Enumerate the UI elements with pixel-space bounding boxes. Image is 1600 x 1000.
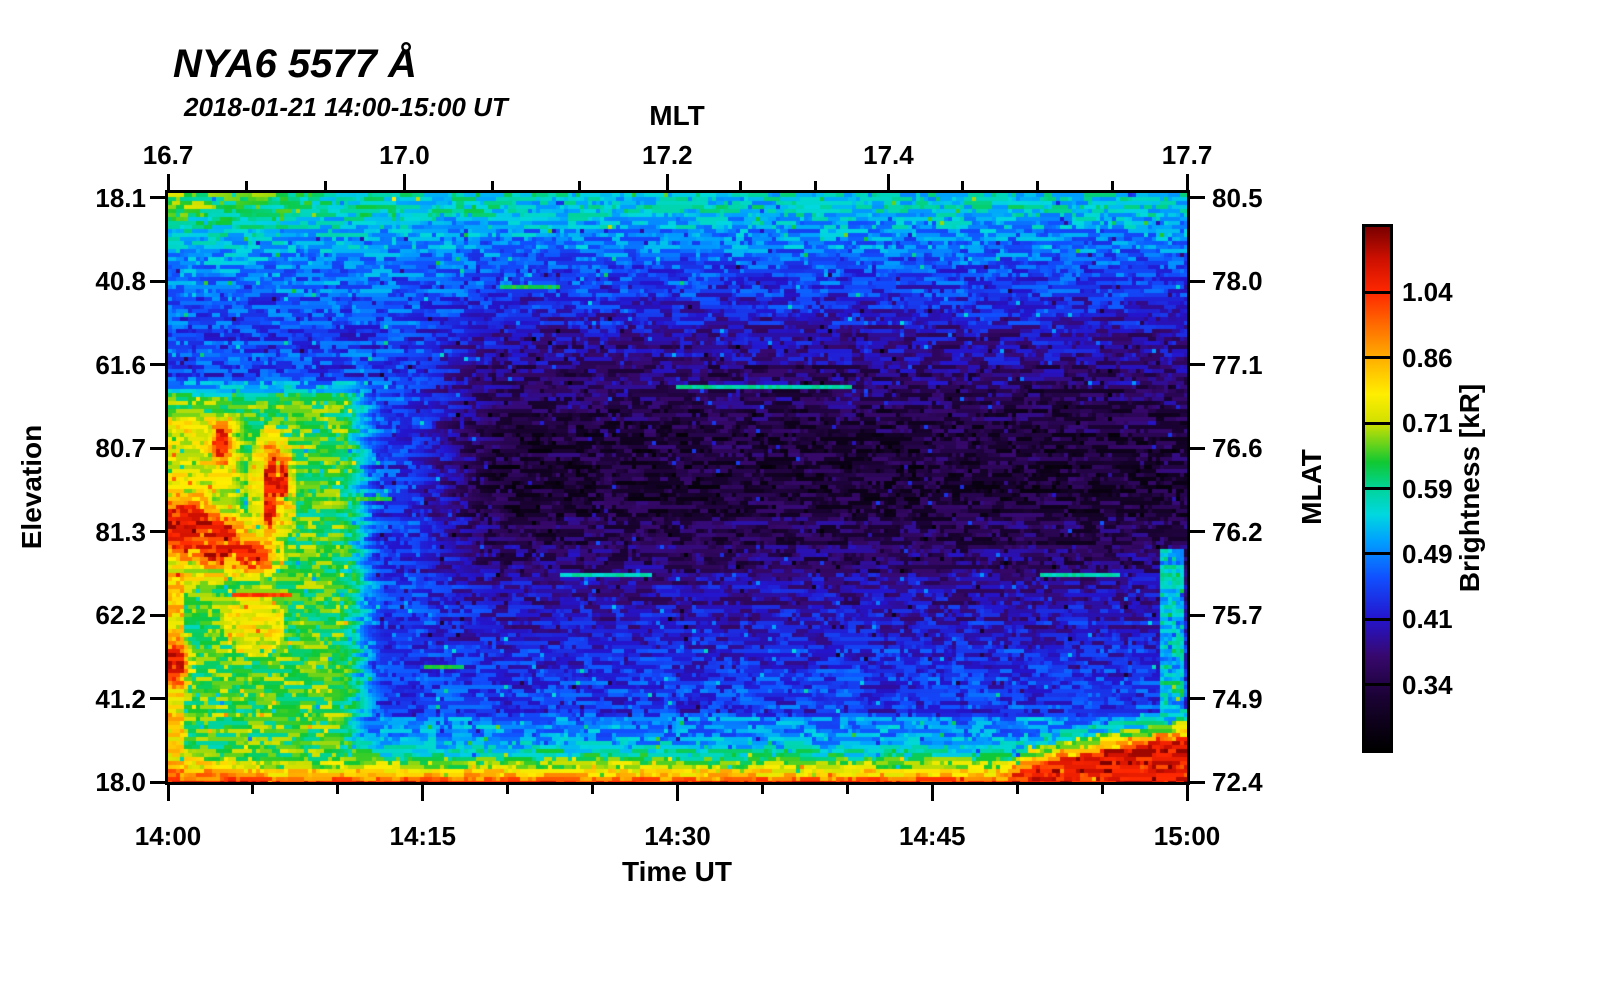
bottom-axis-minor-tick [251,785,255,794]
left-axis-tick-label: 62.2 [95,600,146,631]
top-axis-major-tick [886,174,890,190]
right-axis-tick-label: 76.6 [1212,433,1263,464]
top-axis-minor-tick [490,181,494,190]
top-axis-minor-tick [739,181,743,190]
right-axis-tick [1190,363,1205,367]
top-axis-title: MLT [649,100,705,131]
top-axis-minor-tick [1111,181,1115,190]
bottom-axis-major-tick [421,785,425,801]
colorbar-tick-label: 1.04 [1402,277,1453,308]
left-axis-tick [150,697,165,701]
colorbar-divider [1365,617,1390,621]
bottom-axis-major-tick [676,785,679,801]
bottom-axis-tick-label: 15:00 [1153,821,1221,851]
top-axis-minor-tick [813,181,817,190]
colorbar-tick-label: 0.41 [1402,604,1453,635]
top-axis-minor-tick [324,181,328,190]
right-axis-tick-label: 74.9 [1212,683,1263,714]
right-axis-tick-label: 80.5 [1212,182,1263,213]
bottom-axis-title: Time UT [622,856,732,887]
left-axis-tick [150,446,165,450]
colorbar-tick-label: 0.34 [1402,669,1453,700]
left-axis-tick [150,279,165,283]
colorbar-divider [1365,290,1390,294]
left-axis-tick [150,613,165,617]
colorbar-gradient [1365,227,1390,750]
right-axis-tick-label: 77.1 [1212,349,1263,380]
top-axis-tick-label: 17.4 [863,140,914,170]
bottom-axis-tick-label: 14:00 [134,821,202,851]
colorbar-divider [1365,552,1390,556]
page-title: NYA6 5577 Å [173,42,417,86]
top-axis-minor-tick [244,181,248,190]
plot-frame [165,190,1190,785]
left-axis-tick [150,530,165,534]
left-axis-tick-label: 41.2 [95,683,146,714]
figure-subtitle: 2018-01-21 14:00-15:00 UT [184,92,508,122]
top-axis-minor-tick [961,181,965,190]
left-axis-tick-label: 80.7 [95,433,146,464]
top-axis-major-tick [402,174,406,190]
colorbar-tick-label: 0.86 [1402,342,1453,373]
left-axis-tick-label: 18.0 [95,767,146,797]
bottom-axis-tick-label: 14:30 [644,821,711,851]
left-axis-title: Elevation [16,424,47,550]
left-axis-tick [150,196,165,200]
top-axis-tick-label: 17.7 [1161,140,1213,170]
colorbar-divider [1365,356,1390,360]
bottom-axis-minor-tick [506,785,510,794]
bottom-axis-tick-label: 14:15 [389,821,457,851]
right-axis-tick [1190,697,1205,701]
left-axis-tick-label: 81.3 [95,516,146,547]
heatmap-canvas [168,193,1187,782]
right-axis-tick [1190,613,1205,617]
left-axis-tick [150,363,165,367]
right-axis-tick [1190,279,1205,283]
colorbar-divider [1365,487,1390,490]
top-axis-tick-label: 17.0 [379,140,430,170]
right-axis-tick-label: 72.4 [1212,767,1263,797]
bottom-axis-major-tick [166,785,170,801]
top-axis-major-tick [166,174,170,190]
bottom-axis-major-tick [1185,785,1189,801]
colorbar-tick-label: 0.49 [1402,538,1453,569]
left-axis-tick-label: 18.1 [95,182,146,213]
colorbar [1362,224,1393,753]
left-axis-tick-label: 61.6 [95,349,146,380]
left-axis-tick-label: 40.8 [95,266,146,297]
bottom-axis-major-tick [930,785,934,801]
colorbar-divider [1365,683,1390,687]
right-axis-tick-label: 78.0 [1212,266,1263,297]
bottom-axis-tick-label: 14:45 [899,821,966,851]
right-axis-tick [1190,780,1205,784]
top-axis-minor-tick [1035,181,1039,190]
top-axis-tick-label: 16.7 [142,140,194,170]
bottom-axis-minor-tick [845,785,849,794]
bottom-axis-minor-tick [760,785,764,794]
right-axis-tick [1190,530,1205,534]
bottom-axis-minor-tick [591,785,595,794]
top-axis-minor-tick [578,181,582,190]
top-axis-tick-label: 17.2 [641,140,693,170]
right-axis-tick [1190,446,1205,450]
colorbar-divider [1365,421,1390,425]
left-axis-tick [150,780,165,784]
colorbar-tick-label: 0.71 [1402,408,1453,439]
top-axis-major-tick [1185,174,1189,190]
colorbar-tick-label: 0.59 [1402,473,1453,504]
bottom-axis-minor-tick [336,785,340,794]
bottom-axis-minor-tick [1100,785,1104,794]
right-axis-tick-label: 76.2 [1212,516,1263,547]
right-axis-tick [1190,196,1205,200]
top-axis-major-tick [665,174,669,190]
bottom-axis-minor-tick [1015,785,1019,794]
right-axis-tick-label: 75.7 [1212,600,1263,631]
